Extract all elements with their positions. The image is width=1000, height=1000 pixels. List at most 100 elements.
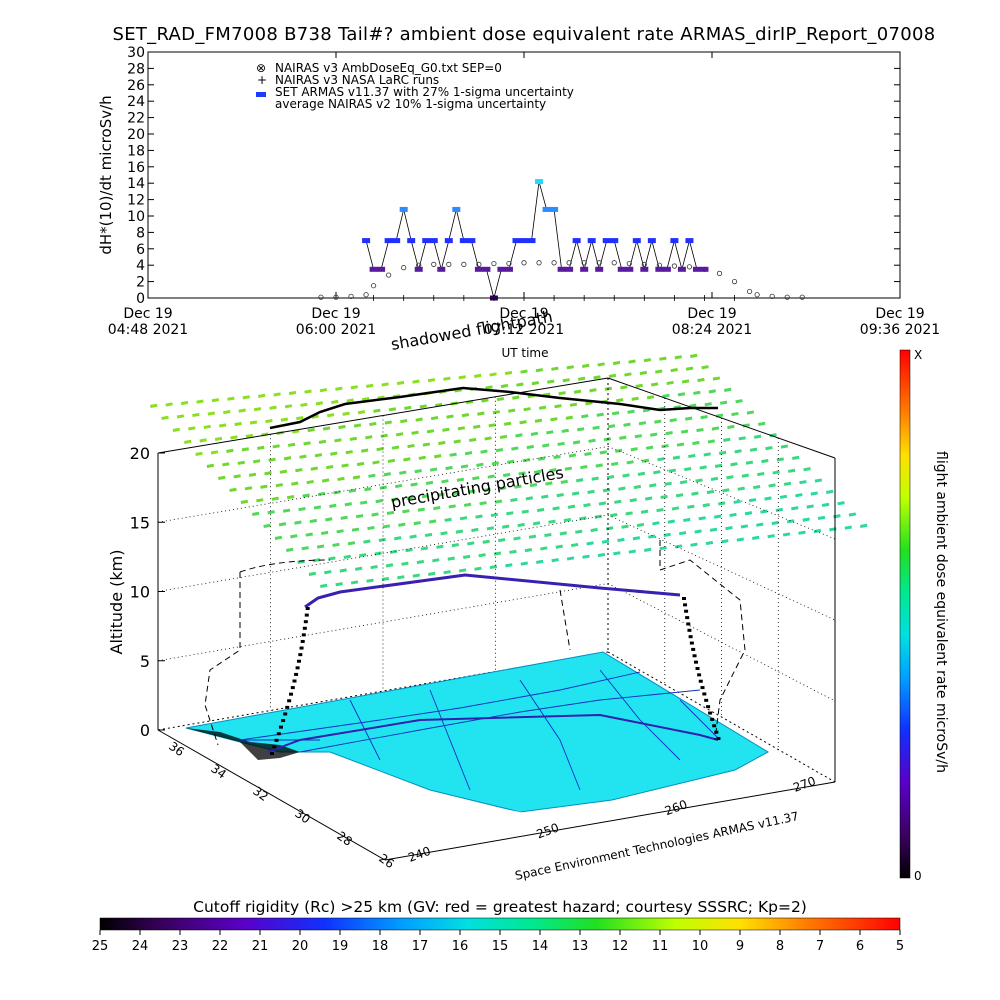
- particle-mark: [366, 383, 374, 388]
- larc-point: [430, 295, 437, 301]
- particle-mark: [618, 486, 626, 491]
- particle-mark: [461, 413, 470, 418]
- particle-mark: [319, 388, 328, 393]
- particle-mark: [427, 378, 436, 383]
- altitude-tick-label: 5: [140, 652, 150, 671]
- particle-mark: [264, 471, 272, 476]
- larc-point: [400, 295, 407, 301]
- nairas-point: [536, 260, 542, 266]
- particle-mark: [536, 559, 544, 564]
- larc-point: [701, 295, 708, 301]
- particle-mark: [577, 376, 586, 381]
- climb-dot: [295, 666, 300, 670]
- particle-mark: [623, 422, 631, 427]
- particle-mark: [706, 489, 715, 495]
- particle-mark: [418, 455, 426, 460]
- particle-mark: [214, 436, 223, 441]
- particle-mark: [299, 454, 307, 459]
- armas-line: [365, 181, 705, 300]
- particle-mark: [510, 497, 518, 503]
- particle-mark: [460, 464, 469, 469]
- particle-mark: [735, 399, 743, 404]
- climb-dot: [299, 646, 304, 650]
- particle-mark: [569, 402, 578, 407]
- particle-mark: [529, 482, 538, 488]
- particle-mark: [206, 463, 215, 468]
- particle-mark: [536, 507, 545, 513]
- particle-mark: [176, 414, 185, 419]
- nairas-point: [671, 263, 678, 269]
- particle-mark: [365, 435, 373, 440]
- particle-mark: [617, 537, 625, 543]
- grid-line: [157, 583, 609, 662]
- particle-mark: [373, 408, 381, 413]
- particle-mark: [681, 379, 690, 384]
- particle-mark: [345, 450, 353, 455]
- rigidity-tick-label: 14: [532, 939, 549, 954]
- particle-mark: [274, 535, 283, 540]
- descent-dot: [686, 622, 691, 626]
- particle-mark: [199, 438, 207, 443]
- particle-mark: [860, 523, 868, 528]
- particle-mark: [608, 373, 617, 378]
- particle-mark: [475, 514, 483, 519]
- particle-mark: [566, 365, 574, 370]
- particle-mark: [798, 530, 806, 535]
- y-tick-label: 12: [127, 193, 145, 209]
- particle-mark: [333, 490, 341, 495]
- map-borders: [239, 669, 721, 791]
- particle-mark: [218, 423, 227, 428]
- particle-mark: [776, 457, 784, 462]
- credit-label: Space Environment Technologies ARMAS v11…: [514, 809, 800, 883]
- particle-mark: [775, 507, 784, 512]
- particle-mark: [233, 474, 241, 479]
- particle-mark: [449, 452, 457, 457]
- nairas-point: [596, 260, 602, 266]
- particle-mark: [375, 498, 383, 504]
- particle-mark: [463, 502, 472, 507]
- particle-mark: [343, 554, 352, 559]
- particle-mark: [662, 393, 670, 398]
- nairas-point: [566, 260, 572, 266]
- particle-mark: [619, 435, 627, 440]
- particle-mark: [422, 442, 431, 447]
- nairas-point: [370, 283, 377, 289]
- y-tick-label: 2: [136, 275, 145, 291]
- particle-mark: [263, 523, 271, 528]
- legend-label-0: NAIRAS v3 AmbDoseEq_G0.txt SEP=0: [275, 61, 502, 75]
- particle-mark: [380, 433, 388, 438]
- particle-mark: [443, 376, 451, 381]
- particle-mark: [387, 458, 396, 463]
- particle-mark: [677, 392, 686, 397]
- particle-mark: [278, 522, 287, 527]
- particle-mark: [696, 427, 704, 433]
- particle-mark: [409, 534, 417, 539]
- larc-point: [551, 295, 558, 301]
- particle-mark: [581, 414, 589, 419]
- particle-mark: [566, 556, 575, 561]
- descent-dot: [710, 717, 715, 721]
- latitude-tick-label: 32: [250, 784, 271, 804]
- particle-mark: [328, 556, 336, 561]
- dose-colorbar-top-label: X: [914, 348, 922, 362]
- particle-mark: [279, 469, 288, 474]
- particle-mark: [553, 454, 561, 460]
- legend-symbol-2: [256, 92, 266, 97]
- particle-mark: [799, 480, 807, 485]
- particle-mark: [674, 544, 683, 549]
- armas-point: [407, 238, 416, 244]
- armas-point: [692, 266, 701, 272]
- nairas-point: [799, 294, 805, 300]
- particle-mark: [294, 520, 302, 525]
- particle-mark: [507, 408, 516, 413]
- particle-mark: [596, 412, 604, 417]
- particle-mark: [257, 445, 265, 450]
- nairas-point: [506, 260, 512, 267]
- particle-mark: [416, 559, 425, 565]
- particle-mark: [695, 478, 703, 483]
- nairas-point: [446, 261, 452, 267]
- particle-mark: [476, 462, 484, 467]
- armas-point: [474, 266, 483, 272]
